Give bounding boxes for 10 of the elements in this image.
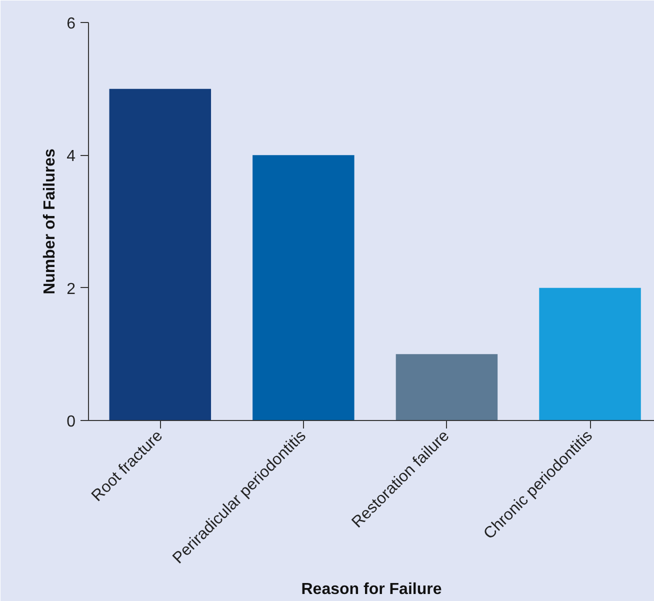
y-tick-label: 2 [66, 280, 76, 298]
y-tick-label: 6 [66, 16, 76, 32]
y-tick-label: 0 [66, 414, 76, 430]
y-axis-title: Number of Failures [42, 148, 59, 294]
bar [539, 288, 641, 420]
x-axis-title: Reason for Failure [301, 581, 442, 598]
bar [109, 88, 212, 420]
bar [396, 354, 498, 420]
y-tick-label: 4 [66, 148, 76, 166]
bar [252, 155, 354, 420]
